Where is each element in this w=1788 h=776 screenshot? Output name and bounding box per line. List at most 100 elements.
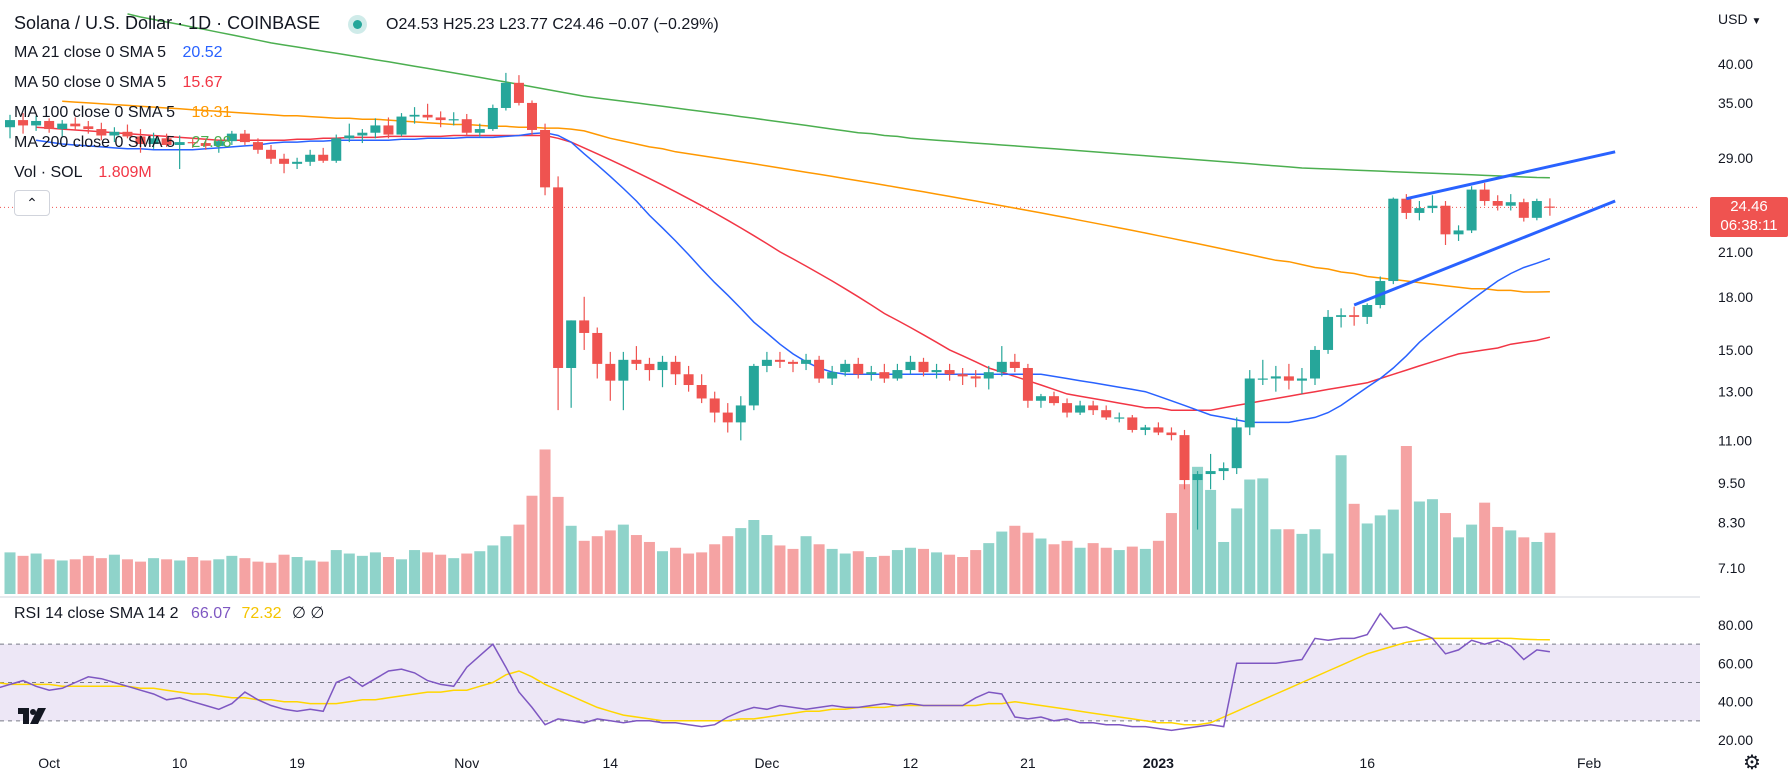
candle-body <box>1479 189 1490 202</box>
candle-body <box>435 117 446 121</box>
candle <box>1192 471 1203 530</box>
volume-bar <box>409 550 421 594</box>
candle-body <box>722 412 733 423</box>
tradingview-logo-icon[interactable] <box>18 706 48 726</box>
candle <box>31 115 42 131</box>
candle <box>1310 346 1320 386</box>
volume-bar <box>683 553 695 594</box>
candle <box>331 134 342 163</box>
candle <box>96 122 107 141</box>
indicator-ma100[interactable]: MA 100 close 0 SMA 5 18.31 <box>14 98 719 128</box>
moving-average-lines <box>35 13 1551 424</box>
candle <box>44 118 55 133</box>
candle <box>1205 453 1216 490</box>
candle <box>1336 308 1347 328</box>
volume-bar <box>1387 509 1399 594</box>
candle-body <box>344 135 355 139</box>
candle <box>1127 414 1138 433</box>
candle-body <box>1388 198 1399 282</box>
candle-body <box>226 133 237 142</box>
candle-body <box>996 361 1007 373</box>
candle-body <box>788 361 798 364</box>
volume-bar <box>1205 489 1217 594</box>
chevron-down-icon: ▼ <box>1751 16 1762 27</box>
currency-selector[interactable]: USD ▼ <box>1718 11 1761 27</box>
candle <box>957 367 968 386</box>
candle-body <box>1401 198 1412 213</box>
indicator-volume[interactable]: Vol · SOL 1.809M <box>14 158 719 188</box>
rsi-tick-label: 20.00 <box>1718 732 1753 748</box>
ma21-label: MA 21 close 0 SMA 5 <box>14 44 167 61</box>
candle <box>579 296 590 350</box>
candle-body <box>657 361 668 371</box>
collapse-legend-button[interactable]: ⌃ <box>14 190 50 216</box>
candle-body <box>1505 202 1516 206</box>
candle-body <box>709 398 720 413</box>
volume-bar <box>983 543 995 594</box>
candle-body <box>1075 405 1086 413</box>
candle-body <box>814 359 825 379</box>
candle-body <box>448 119 459 121</box>
rsi-value: 66.07 <box>190 605 232 622</box>
ma21-value: 20.52 <box>182 44 223 61</box>
candle-body <box>735 405 746 423</box>
candle-body <box>1518 202 1529 218</box>
candle-body <box>644 363 655 371</box>
volume-bar <box>761 535 773 594</box>
candle <box>513 75 524 106</box>
indicator-ma200[interactable]: MA 200 close 0 SMA 5 27.08 <box>14 128 719 158</box>
candle <box>566 320 577 408</box>
candle-body <box>1466 189 1477 231</box>
candle-body <box>1244 378 1255 428</box>
ma100-line <box>62 100 1550 293</box>
volume-bar <box>1126 546 1138 594</box>
candle-body <box>252 142 263 150</box>
volume-bar <box>1531 541 1543 594</box>
volume-bar <box>709 544 721 594</box>
volume-bar <box>839 553 851 594</box>
candle <box>1088 400 1099 415</box>
candle-body <box>553 187 564 368</box>
indicator-ma50[interactable]: MA 50 close 0 SMA 5 15.67 <box>14 68 719 98</box>
symbol-title: Solana / U.S. Dollar · 1D · COINBASE <box>14 13 321 33</box>
volume-bar <box>82 555 94 594</box>
rsi-legend[interactable]: RSI 14 close SMA 14 2 66.07 72.32 ∅ ∅ <box>14 603 324 623</box>
gear-icon[interactable]: ⚙ <box>1743 752 1761 774</box>
volume-bar <box>1270 529 1282 594</box>
volume-bar <box>1022 532 1034 594</box>
volume-bar <box>1087 543 1099 594</box>
candle-body <box>1492 201 1503 206</box>
candle-body <box>618 359 629 381</box>
volume-bar <box>1231 508 1243 594</box>
candle <box>83 120 94 134</box>
candle <box>1035 393 1046 408</box>
ma200-line <box>127 13 1550 179</box>
volume-bar <box>1074 547 1086 594</box>
candle <box>644 357 655 381</box>
candle-body <box>1166 432 1177 436</box>
candle-body <box>1062 403 1073 413</box>
candle <box>983 365 994 390</box>
price-tick-label: 29.00 <box>1718 150 1753 166</box>
volume-bar <box>239 558 251 594</box>
candle-body <box>1179 435 1190 481</box>
time-tick-label: 10 <box>172 755 188 771</box>
price-tick-label: 35.00 <box>1718 95 1753 111</box>
volume-bar <box>1192 466 1204 594</box>
candle <box>540 123 551 196</box>
candle-body <box>566 320 577 368</box>
candle-body <box>83 126 94 130</box>
candle <box>122 124 133 139</box>
volume-bar <box>604 530 616 594</box>
candle <box>1518 198 1529 222</box>
indicator-ma21[interactable]: MA 21 close 0 SMA 5 20.52 <box>14 38 719 68</box>
candle <box>1179 429 1190 490</box>
volume-bar <box>226 555 238 594</box>
volume-bar <box>565 525 577 594</box>
candle-body <box>31 120 42 126</box>
volume-bar <box>343 553 355 594</box>
candle-body <box>383 125 394 135</box>
candle <box>213 140 224 153</box>
candle-body <box>213 141 224 146</box>
